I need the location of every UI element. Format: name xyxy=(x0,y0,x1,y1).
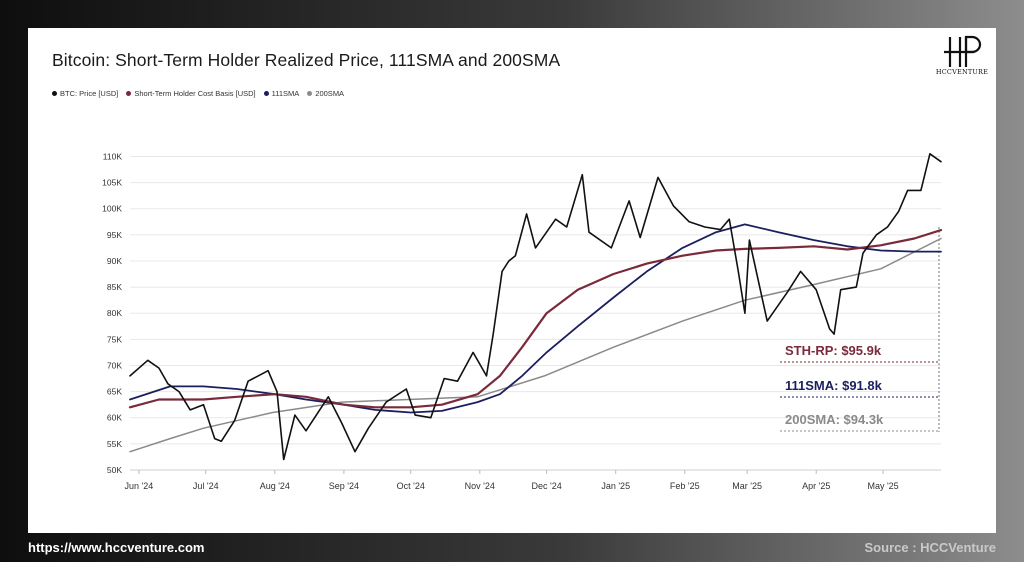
legend-item-sth-cost-basis: Short-Term Holder Cost Basis [USD] xyxy=(126,89,256,98)
y-tick-label: 90K xyxy=(107,256,122,266)
y-tick-label: 50K xyxy=(107,465,122,475)
legend-swatch xyxy=(307,91,313,96)
legend-label: 111SMA xyxy=(271,89,300,98)
legend-swatch xyxy=(126,91,132,96)
legend-item-111sma: 111SMA xyxy=(263,89,300,98)
legend-label: 200SMA xyxy=(315,89,345,98)
y-tick-label: 105K xyxy=(102,178,122,188)
x-tick-label: Jan '25 xyxy=(601,481,630,491)
y-tick-label: 110K xyxy=(103,151,123,161)
x-tick-label: Dec '24 xyxy=(532,481,562,491)
y-tick-label: 85K xyxy=(107,282,122,292)
sma-200-annotation: 200SMA: $94.3k xyxy=(785,412,884,427)
y-tick-label: 100K xyxy=(102,204,122,214)
y-tick-label: 55K xyxy=(107,439,122,449)
sth-cost-basis-line xyxy=(128,229,943,409)
sma-200-line xyxy=(129,237,942,453)
x-tick-label: Feb '25 xyxy=(670,481,700,491)
x-tick-label: Nov '24 xyxy=(465,481,495,491)
legend-label: BTC: Price [USD] xyxy=(60,89,119,98)
x-tick-label: Jul '24 xyxy=(193,481,219,491)
x-tick-label: Oct '24 xyxy=(397,481,425,491)
btc-price-line xyxy=(129,153,942,461)
footer-url: https://www.hccventure.com xyxy=(28,540,205,555)
y-tick-label: 70K xyxy=(107,360,122,370)
logo-text: HCCVENTURE xyxy=(935,68,989,76)
legend-item-btc-price: BTC: Price [USD] xyxy=(52,89,118,98)
y-tick-label: 75K xyxy=(107,334,122,344)
chart-legend: BTC: Price [USD] Short-Term Holder Cost … xyxy=(52,89,344,98)
x-tick-label: Aug '24 xyxy=(260,481,290,491)
y-tick-label: 60K xyxy=(107,413,122,423)
chart-plot-area: 50K 55K 60K 65K 70K 75K 80K 85K 90K 95K 100K 105K 11… xyxy=(102,151,943,491)
chart-title: Bitcoin: Short-Term Holder Realized Pric… xyxy=(52,50,561,70)
legend-swatch xyxy=(263,91,269,96)
sma-111-annotation: 111SMA: $91.8k xyxy=(785,378,883,393)
legend-item-200sma: 200SMA xyxy=(307,89,344,98)
x-tick-label: Apr '25 xyxy=(802,481,830,491)
x-tick-label: Mar '25 xyxy=(732,481,762,491)
x-tick-label: May '25 xyxy=(867,481,898,491)
x-tick-label: Sep '24 xyxy=(329,481,359,491)
x-tick-label: Jun '24 xyxy=(125,481,154,491)
footer-source: Source : HCCVenture xyxy=(864,540,996,555)
legend-swatch xyxy=(52,91,57,96)
chart-card: Bitcoin: Short-Term Holder Realized Pric… xyxy=(28,28,996,533)
y-tick-label: 95K xyxy=(107,230,122,240)
sth-rp-annotation: STH-RP: $95.9k xyxy=(785,343,882,358)
y-tick-label: 80K xyxy=(107,308,122,318)
legend-label: Short-Term Holder Cost Basis [USD] xyxy=(134,89,256,98)
hp-monogram-icon xyxy=(944,35,982,67)
y-tick-label: 65K xyxy=(107,387,122,397)
